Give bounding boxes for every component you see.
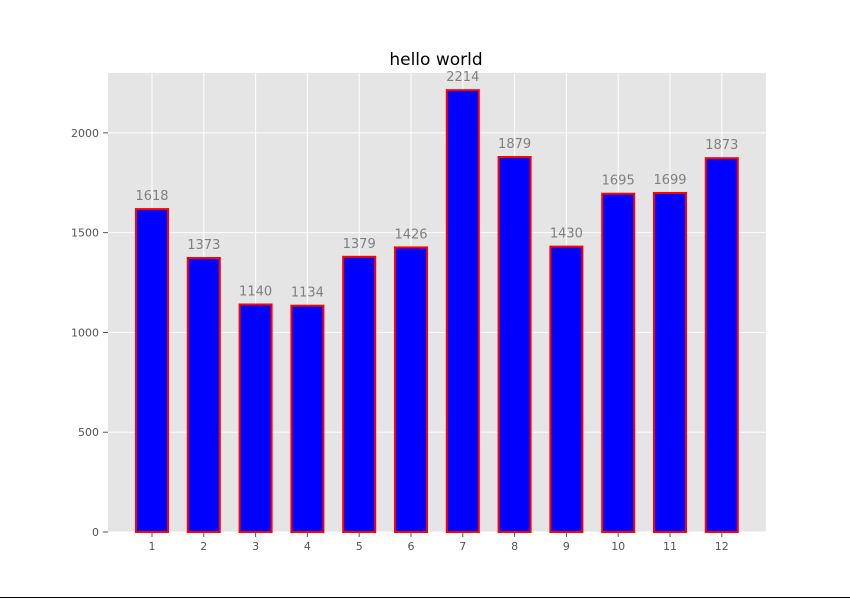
- bottom-divider: [0, 597, 850, 598]
- y-tick-label: 500: [78, 426, 99, 439]
- bar-11: [653, 191, 687, 533]
- bar-9: [549, 245, 584, 533]
- x-tick-label: 12: [715, 540, 729, 553]
- bar-7: [445, 89, 480, 534]
- y-tick-label: 1000: [71, 326, 99, 339]
- y-axis-ticks: 0 500 1000 1500 2000: [71, 127, 108, 539]
- bar-value-label: 1430: [550, 227, 583, 242]
- bar-5: [342, 255, 377, 533]
- x-tick-label: 8: [511, 540, 518, 553]
- bar-value-label: 1140: [239, 284, 272, 299]
- bar-value-label: 1873: [705, 138, 738, 153]
- chart-title: hello world: [389, 50, 482, 70]
- y-tick-label: 1500: [71, 227, 99, 240]
- bar-value-label: 1373: [187, 238, 220, 253]
- x-tick-label: 5: [356, 540, 363, 553]
- bar-10: [601, 192, 636, 533]
- y-tick-label: 0: [92, 526, 99, 539]
- x-tick-label: 11: [663, 540, 677, 553]
- x-tick-label: 4: [304, 540, 311, 553]
- bar-6: [394, 246, 428, 533]
- bar-value-label: 1618: [135, 189, 168, 204]
- x-tick-label: 9: [563, 540, 570, 553]
- bar-1: [135, 208, 169, 533]
- y-tick-label: 2000: [71, 127, 99, 140]
- bar-12: [704, 157, 739, 533]
- x-tick-label: 7: [459, 540, 466, 553]
- bars: [135, 89, 739, 534]
- x-tick-label: 1: [149, 540, 156, 553]
- bar-value-label: 1699: [653, 173, 686, 188]
- data-labels: 1618 1373 1140 1134 1379 1426 2214 1879 1430 1695…: [135, 70, 738, 301]
- bar-value-label: 1879: [498, 137, 531, 152]
- bar-value-label: 1134: [291, 286, 324, 301]
- bar-value-label: 2214: [446, 70, 479, 85]
- bar-value-label: 1379: [343, 237, 376, 252]
- x-axis-ticks: 1 2 3 4 5 6 7 8 9 10 11 12: [149, 532, 729, 553]
- bar-3: [238, 303, 273, 534]
- bar-value-label: 1426: [394, 227, 427, 242]
- bar-8: [497, 156, 532, 533]
- x-tick-label: 3: [252, 540, 259, 553]
- x-tick-label: 10: [611, 540, 625, 553]
- x-tick-label: 6: [408, 540, 415, 553]
- bar-2: [186, 256, 221, 533]
- bar-value-label: 1695: [602, 174, 635, 189]
- x-tick-label: 2: [200, 540, 207, 553]
- bar-4: [290, 304, 325, 534]
